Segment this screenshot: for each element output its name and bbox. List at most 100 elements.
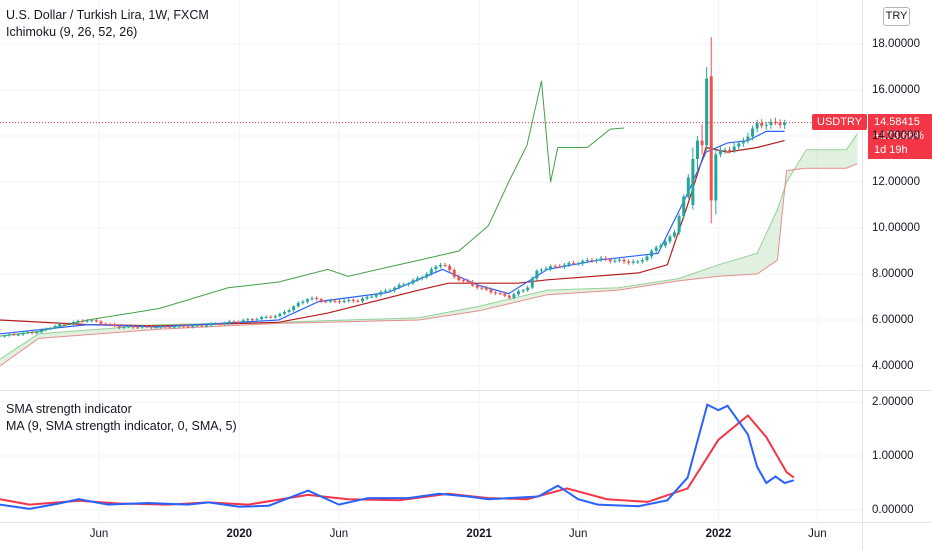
candle-body <box>544 268 548 270</box>
candle-body <box>590 259 594 261</box>
candle-body <box>232 321 236 323</box>
candle-body <box>131 326 135 328</box>
x-tick-label: 2020 <box>226 528 253 540</box>
candle-body <box>191 325 195 327</box>
candle-body <box>113 324 117 326</box>
y-tick-label: 8.00000 <box>872 268 914 280</box>
candle-body <box>44 328 48 330</box>
candle-body <box>728 149 732 151</box>
candle-body <box>204 325 208 327</box>
candle-body <box>154 327 158 329</box>
indicator-y-tick-label: 0.00000 <box>872 504 914 516</box>
candle-body <box>503 293 507 296</box>
indicator-title[interactable]: SMA strength indicator <box>6 402 132 416</box>
candle-body <box>67 323 71 325</box>
candle-body <box>292 306 296 311</box>
candle-body <box>62 323 66 325</box>
candle-body <box>7 334 11 336</box>
candle-body <box>732 146 736 151</box>
candle-body <box>365 296 369 299</box>
candle-body <box>319 299 323 302</box>
currency-badge[interactable]: TRY <box>883 7 910 26</box>
candle-body <box>425 273 429 278</box>
candle-body <box>686 177 690 197</box>
main-legend: U.S. Dollar / Turkish Lira, 1W, FXCM Ich… <box>6 7 209 41</box>
candle-body <box>218 323 222 325</box>
candle-body <box>553 266 557 268</box>
candle-body <box>682 196 686 217</box>
candle-body <box>26 332 30 334</box>
candle-body <box>622 259 626 262</box>
candle-body <box>296 303 300 307</box>
candle-body <box>448 265 452 271</box>
ichimoku-legend[interactable]: Ichimoku (9, 26, 52, 26) <box>6 25 138 39</box>
candle-body <box>406 283 410 285</box>
last-price: 14.58415 <box>874 116 920 128</box>
candle-body <box>773 121 777 123</box>
candle-body <box>177 325 181 327</box>
symbol-tag: USDTRY <box>812 114 868 130</box>
candle-body <box>640 260 644 262</box>
candle-body <box>512 294 516 298</box>
candle-body <box>260 317 264 320</box>
candle-body <box>282 311 286 314</box>
candle-body <box>195 325 199 327</box>
candle-body <box>287 310 291 312</box>
candle-body <box>159 326 163 328</box>
candle-body <box>30 332 34 334</box>
candles[interactable] <box>0 37 862 338</box>
candle-body <box>301 301 305 304</box>
candle-body <box>539 269 543 271</box>
candle-body <box>351 299 355 302</box>
candle-body <box>310 298 314 300</box>
candle-body <box>709 76 713 201</box>
candle-body <box>136 327 140 329</box>
candle-body <box>39 329 43 333</box>
y-tick-label: 6.00000 <box>872 314 914 326</box>
candle-body <box>494 292 498 294</box>
candle-body <box>475 285 479 288</box>
candle-body <box>21 333 25 335</box>
candle-body <box>223 322 227 325</box>
candle-body <box>360 298 364 302</box>
candle-body <box>645 256 649 261</box>
x-tick-label: Jun <box>89 528 109 540</box>
candle-body <box>356 301 360 303</box>
candle-body <box>338 301 342 303</box>
candle-body <box>599 258 603 260</box>
candle-body <box>397 284 401 288</box>
candle-body <box>370 296 374 298</box>
candle-body <box>489 289 493 293</box>
candle-body <box>374 294 378 297</box>
candle-body <box>186 326 190 328</box>
y-tick-label: 12.00000 <box>872 176 920 188</box>
sma-strength-pane[interactable] <box>0 403 795 510</box>
candle-body <box>668 236 672 242</box>
candle-body <box>209 323 213 326</box>
symbol-title[interactable]: U.S. Dollar / Turkish Lira, 1W, FXCM <box>6 8 209 22</box>
candle-body <box>484 287 488 290</box>
candle-body <box>241 320 245 323</box>
candle-body <box>608 259 612 262</box>
y-tick-label: 14.00000 <box>872 130 920 142</box>
candle-body <box>737 143 741 147</box>
candle-body <box>443 264 447 266</box>
candle-body <box>636 261 640 263</box>
candle-body <box>700 140 704 146</box>
candle-body <box>581 261 585 264</box>
indicator-y-tick-label: 1.00000 <box>872 450 914 462</box>
candle-body <box>214 323 218 325</box>
candle-body <box>168 326 172 328</box>
candle-body <box>182 325 186 327</box>
candle-body <box>760 123 764 126</box>
x-tick-label: Jun <box>808 528 827 540</box>
ma-legend[interactable]: MA (9, SMA strength indicator, 0, SMA, 5… <box>6 419 237 433</box>
candle-body <box>16 334 20 336</box>
tenkan-sen-line <box>0 130 785 335</box>
candle-body <box>480 287 484 289</box>
candle-body <box>328 300 332 302</box>
senkou-span-b <box>0 163 858 367</box>
ichimoku-cloud <box>0 133 858 367</box>
